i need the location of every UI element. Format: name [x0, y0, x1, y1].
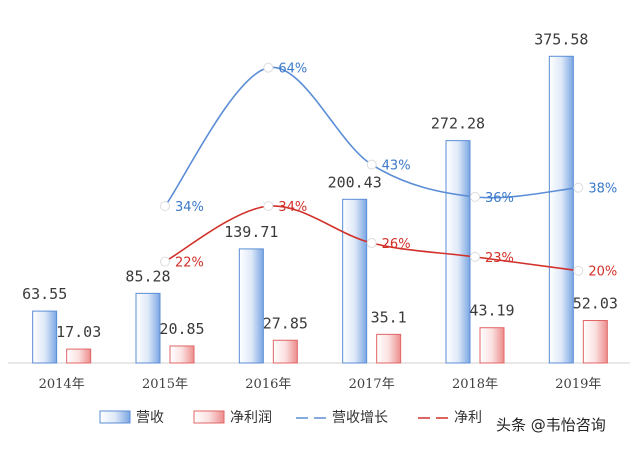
x-tick-5: 2019年	[555, 377, 601, 392]
x-tick-4: 2018年	[452, 377, 498, 392]
bar-revenue-2	[238, 248, 264, 364]
label-profit-0: 17.03	[56, 323, 101, 341]
legend-swatch-1	[193, 410, 225, 424]
point-profit-growth-1	[263, 201, 274, 212]
x-tick-2: 2016年	[245, 377, 291, 392]
label-revenue-growth-4: 38%	[588, 182, 617, 197]
label-profit-growth-4: 20%	[588, 265, 617, 280]
label-revenue-4: 272.28	[431, 115, 485, 133]
legend: 营收 净利润 营收增长 净利	[99, 410, 482, 426]
label-profit-2: 27.85	[263, 314, 308, 332]
label-revenue-growth-0: 34%	[175, 200, 204, 215]
point-revenue-growth-2	[366, 159, 377, 170]
bar-revenue-0	[32, 310, 58, 364]
point-revenue-growth-0	[160, 201, 170, 212]
bar-revenue-3	[342, 198, 368, 364]
point-revenue-growth-4	[573, 182, 584, 193]
label-revenue-growth-3: 36%	[485, 191, 514, 206]
x-tick-3: 2017年	[349, 377, 395, 392]
label-revenue-0: 63.55	[22, 285, 67, 303]
label-revenue-growth-1: 64%	[278, 62, 307, 77]
legend-swatch-0	[99, 410, 131, 424]
bar-revenue-1	[135, 292, 161, 364]
label-revenue-growth-2: 43%	[382, 159, 411, 174]
bar-profit-5	[582, 320, 608, 364]
bar-revenue-5	[548, 55, 574, 364]
bar-profit-1	[169, 345, 195, 364]
x-tick-0: 2014年	[39, 377, 85, 392]
label-profit-3: 35.1	[371, 308, 407, 326]
legend-label-1: 净利润	[230, 410, 272, 426]
point-profit-growth-3	[470, 251, 480, 262]
point-profit-growth-0	[160, 256, 170, 267]
legend-label-0: 营收	[136, 410, 164, 426]
point-revenue-growth-1	[263, 62, 274, 73]
lines-layer	[160, 62, 584, 276]
line-revenue-growth	[164, 66, 579, 207]
legend-label-3: 净利	[454, 410, 482, 426]
label-revenue-2: 139.71	[224, 223, 278, 241]
label-profit-4: 43.19	[469, 302, 514, 320]
label-profit-growth-0: 22%	[175, 255, 204, 270]
bar-profit-4	[479, 327, 505, 364]
watermark: 头条 @韦怡咨询	[490, 398, 636, 438]
label-profit-5: 52.03	[573, 295, 618, 313]
bars-layer	[32, 55, 608, 364]
label-revenue-5: 375.58	[534, 30, 588, 48]
bar-profit-2	[272, 339, 298, 364]
point-profit-growth-2	[366, 238, 377, 249]
bar-profit-3	[376, 333, 402, 364]
watermark-text: 头条 @韦怡咨询	[496, 416, 606, 434]
labels-layer: 63.55 17.03 2014年 85.28 20.85 2015年 139.71 27.8…	[22, 30, 618, 392]
label-revenue-1: 85.28	[125, 267, 170, 285]
label-revenue-3: 200.43	[328, 173, 382, 191]
legend-label-2: 营收增长	[332, 410, 388, 426]
point-revenue-growth-3	[470, 191, 480, 202]
label-profit-1: 20.85	[159, 320, 204, 338]
label-profit-growth-2: 26%	[382, 237, 411, 252]
label-profit-growth-3: 23%	[485, 251, 514, 266]
label-profit-growth-1: 34%	[278, 200, 307, 215]
point-profit-growth-4	[573, 265, 584, 276]
bar-profit-0	[66, 348, 92, 364]
x-tick-1: 2015年	[142, 377, 188, 392]
bar-revenue-4	[445, 140, 471, 364]
